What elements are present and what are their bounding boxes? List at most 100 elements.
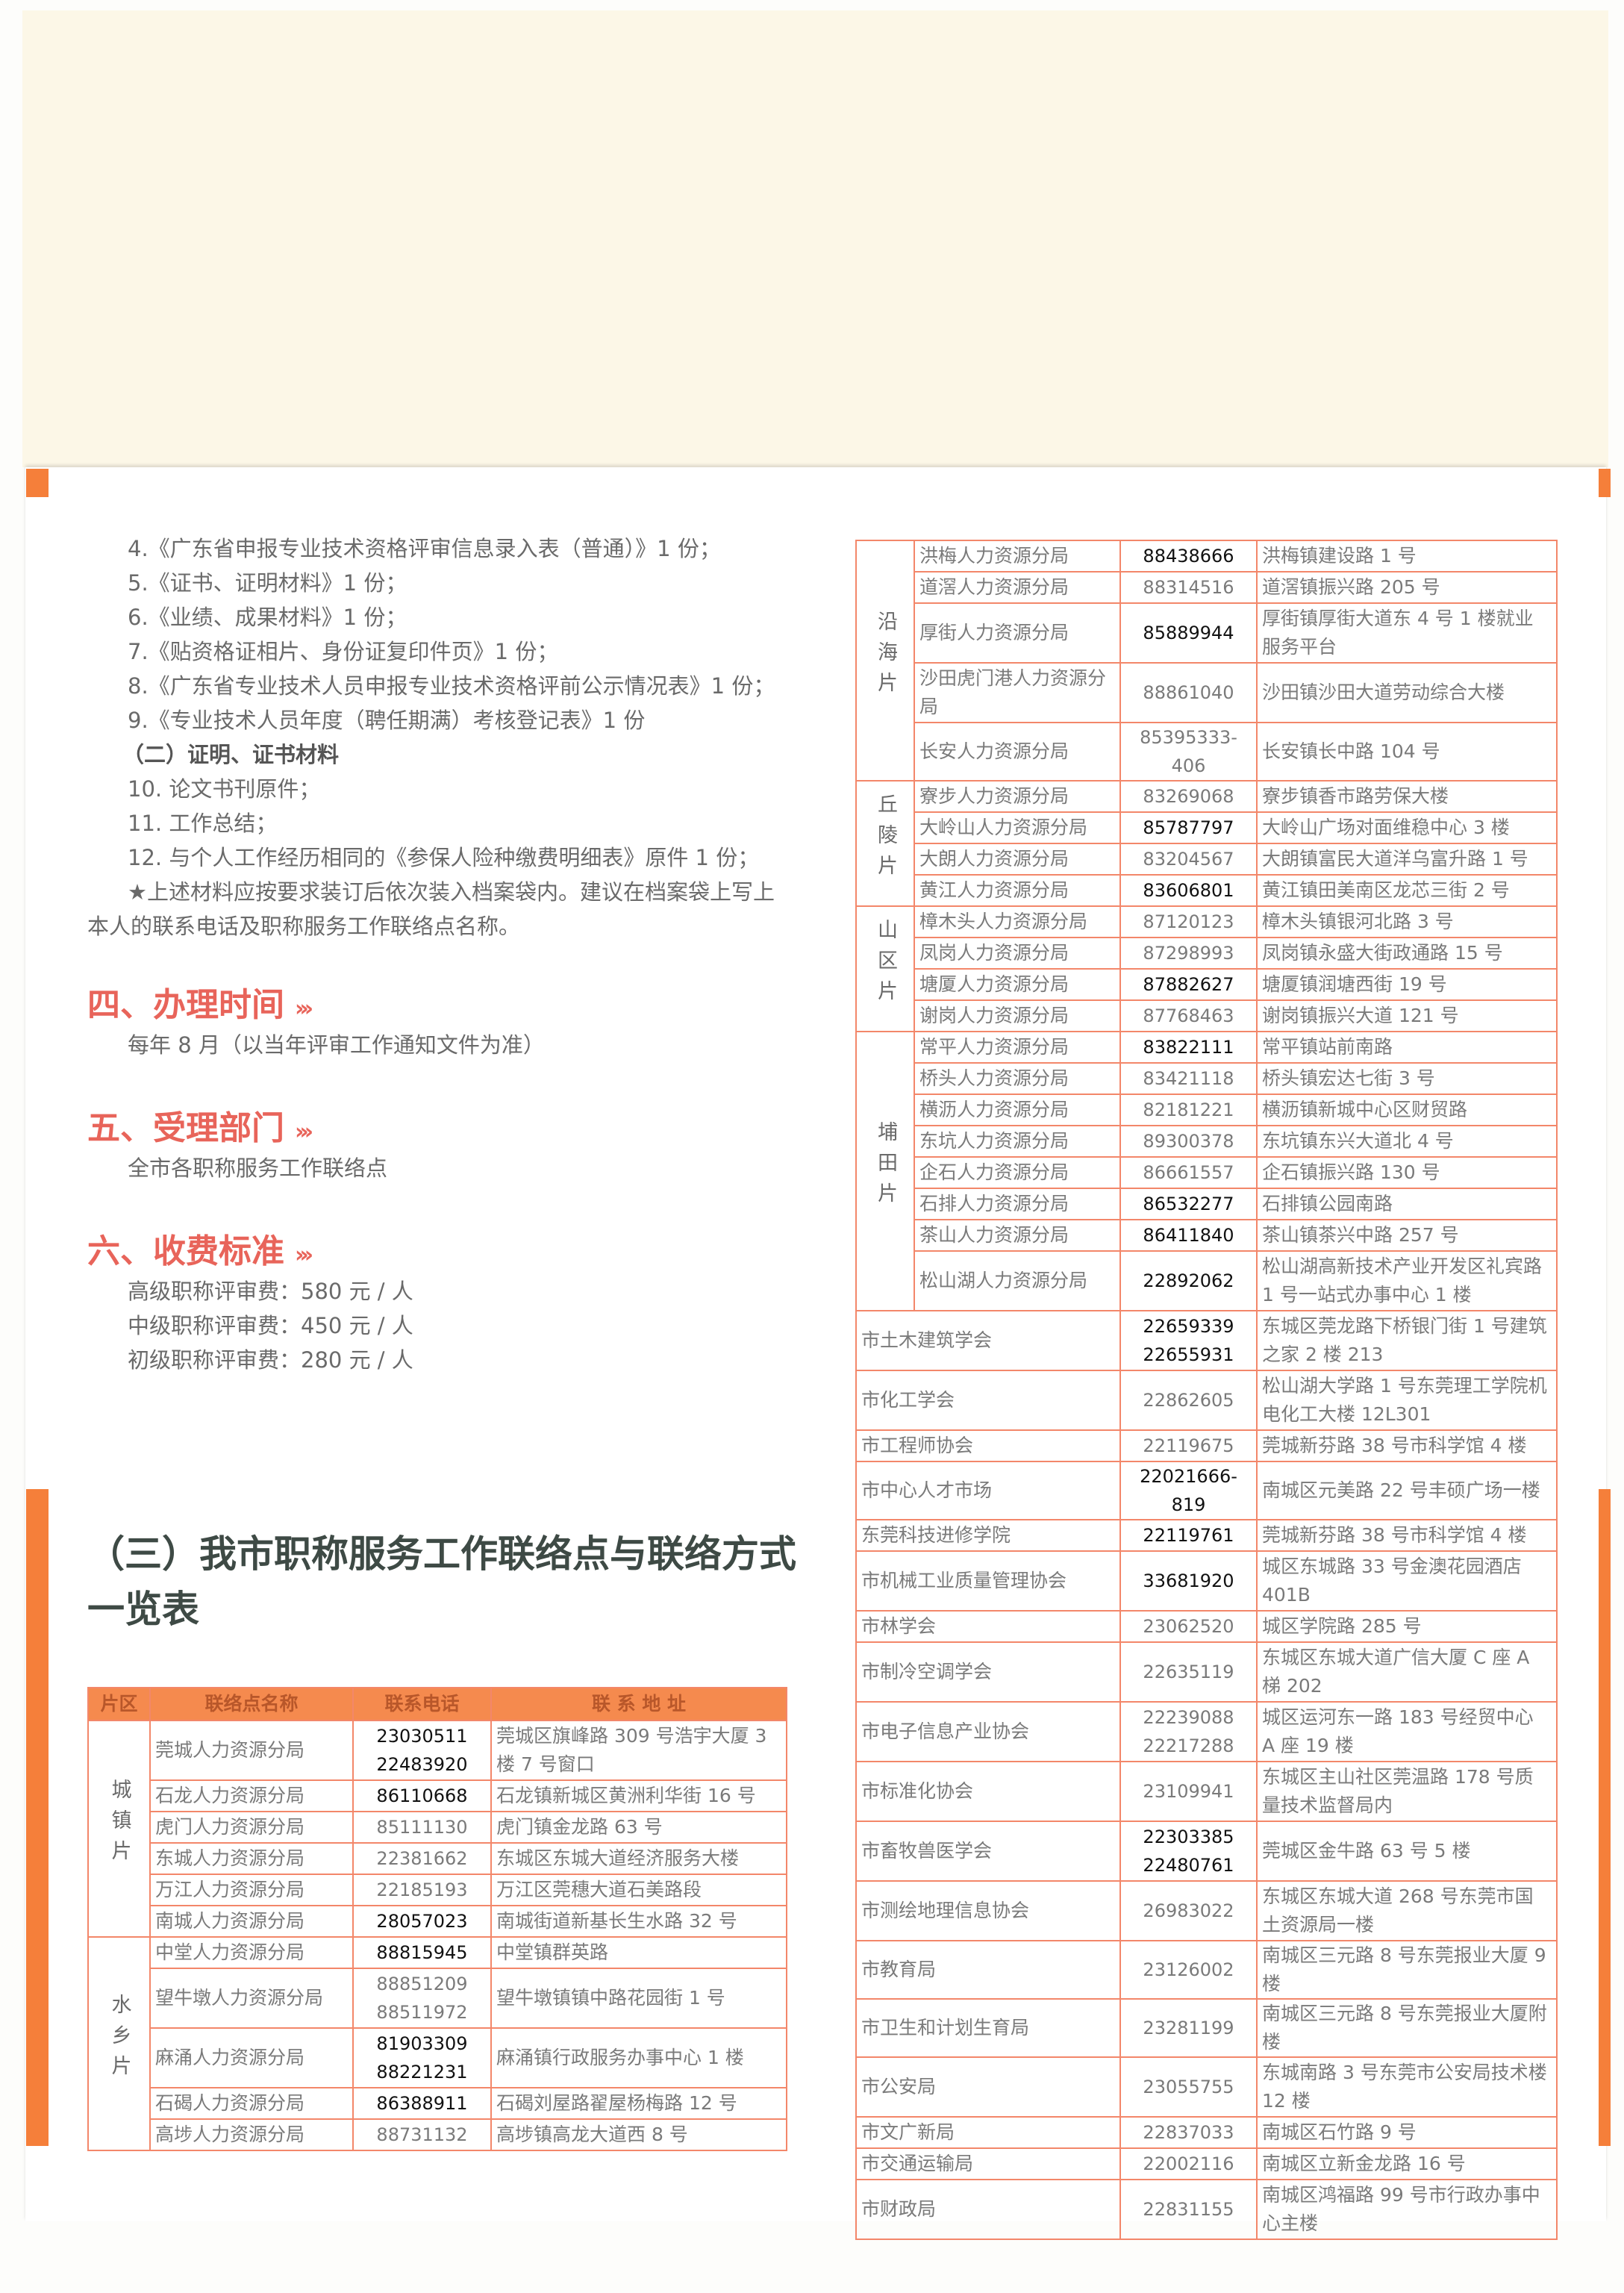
phone-number: 23109941 xyxy=(1143,1781,1234,1802)
phone-number: 86532277 xyxy=(1143,1194,1234,1214)
table-row: 黄江人力资源分局 83606801 黄江镇田美南区龙芯三街 2 号 xyxy=(856,874,1558,907)
phone-cell: 23281199 xyxy=(1119,1998,1258,2058)
phone-cell: 22862605 xyxy=(1119,1370,1258,1431)
name-cell: 东莞科技进修学院 xyxy=(855,1519,1121,1552)
phone-number: 22480761 xyxy=(1143,1855,1234,1876)
arrows-icon: ››› xyxy=(295,1242,313,1268)
phone-number: 23030511 xyxy=(376,1726,468,1747)
phone-number: 22892062 xyxy=(1143,1270,1234,1291)
phone-number: 88731132 xyxy=(376,2124,468,2145)
phone-cell: 87298993 xyxy=(1119,937,1258,970)
name-cell: 茶山人力资源分局 xyxy=(914,1219,1121,1252)
table-header-row: 片区 联络点名称 联系电话联 系 地 址 xyxy=(87,1687,787,1721)
material-item: 7.《贴资格证相片、身份证复印件页》1 份； xyxy=(128,639,559,664)
phone-number: 88815945 xyxy=(376,1942,468,1963)
name-cell: 横沥人力资源分局 xyxy=(914,1094,1121,1126)
phone-cell: 22659339 22655931 xyxy=(1119,1310,1258,1371)
address-cell: 洪梅镇建设路 1 号 xyxy=(1256,540,1558,573)
name-cell: 市财政局 xyxy=(855,2179,1121,2240)
name-cell: 市制冷空调学会 xyxy=(855,1641,1121,1703)
name-cell: 樟木头人力资源分局 xyxy=(914,905,1121,938)
table-row: 南城人力资源分局 28057023 南城街道新基长生水路 32 号 xyxy=(88,1905,787,1938)
address-cell: 长安镇长中路 104 号 xyxy=(1256,722,1558,782)
column-header: 联系电话 xyxy=(352,1687,492,1721)
zone-label: 丘陵片 xyxy=(874,793,897,885)
address-cell: 谢岗镇振兴大道 121 号 xyxy=(1256,999,1558,1032)
name-cell: 道滘人力资源分局 xyxy=(914,571,1121,604)
name-cell: 市中心人才市场 xyxy=(855,1461,1121,1520)
right-contact-table: 沿海片 洪梅人力资源分局 88438666 洪梅镇建设路 1 号道滘人力资源分局 883… xyxy=(855,540,1558,2240)
phone-number: 85889944 xyxy=(1143,623,1234,643)
material-item: 11. 工作总结； xyxy=(128,811,278,836)
table-row: 松山湖人力资源分局 22892062 松山湖高新技术产业开发区礼宾路 1 号一站式办… xyxy=(856,1250,1558,1311)
phone-cell: 86661557 xyxy=(1119,1156,1258,1189)
arrows-icon: ››› xyxy=(295,996,313,1022)
table-row: 石龙人力资源分局 86110668 石龙镇新城区黄洲利华街 16 号 xyxy=(88,1779,787,1812)
phone-number: 83269068 xyxy=(1143,786,1234,807)
section-heading: 五、受理部门 ››› xyxy=(87,1101,313,1149)
address-cell: 南城区立新金龙路 16 号 xyxy=(1256,2147,1558,2180)
name-cell: 谢岗人力资源分局 xyxy=(914,999,1121,1032)
table-row: 市公安局 23055755 东城南路 3 号东莞市公安局技术楼 12 楼 xyxy=(855,2056,1558,2118)
name-cell: 万江人力资源分局 xyxy=(149,1874,354,1906)
address-cell: 南城区元美路 22 号丰硕广场一楼 xyxy=(1256,1461,1558,1520)
section-heading: 四、办理时间 ››› xyxy=(87,978,313,1026)
section-title: 五、受理部门 xyxy=(87,1109,284,1147)
phone-number: 22185193 xyxy=(376,1879,468,1900)
phone-number: 23281199 xyxy=(1143,2018,1234,2038)
phone-cell: 22185193 xyxy=(352,1874,492,1906)
address-cell: 大岭山广场对面维稳中心 3 楼 xyxy=(1256,811,1558,844)
address-cell: 麻涌镇行政服务办事中心 1 楼 xyxy=(490,2027,787,2088)
phone-number: 86110668 xyxy=(376,1785,468,1806)
name-cell: 企石人力资源分局 xyxy=(914,1156,1121,1189)
phone-cell: 26983022 xyxy=(1119,1880,1258,1941)
section-title: 四、办理时间 xyxy=(87,986,284,1024)
accent-bar-right xyxy=(1599,1489,1611,2146)
table-row: 茶山人力资源分局 86411840 茶山镇茶兴中路 257 号 xyxy=(856,1219,1558,1252)
phone-number: 85111130 xyxy=(376,1817,468,1838)
phone-number: 85395333-406 xyxy=(1140,727,1237,776)
table-row: 谢岗人力资源分局 87768463 谢岗镇振兴大道 121 号 xyxy=(856,999,1558,1032)
name-cell: 市卫生和计划生育局 xyxy=(855,1998,1121,2058)
phone-cell: 88851209 88511972 xyxy=(352,1968,492,2029)
address-cell: 横沥镇新城中心区财贸路 xyxy=(1256,1094,1558,1126)
phone-cell: 28057023 xyxy=(352,1905,492,1938)
name-cell: 东城人力资源分局 xyxy=(149,1842,354,1875)
phone-number: 22021666-819 xyxy=(1140,1466,1237,1515)
phone-cell: 88731132 xyxy=(352,2118,492,2151)
column-header: 片区 xyxy=(87,1687,151,1721)
address-cell: 南城街道新基长生水路 32 号 xyxy=(490,1905,787,1938)
table-row: 沙田虎门港人力资源分局 88861040 沙田镇沙田大道劳动综合大楼 xyxy=(856,662,1558,723)
name-cell: 黄江人力资源分局 xyxy=(914,874,1121,907)
address-cell: 城区运河东一路 183 号经贸中心 A 座 19 楼 xyxy=(1256,1701,1558,1762)
section-text: 初级职称评审费：280 元 / 人 xyxy=(128,1347,413,1373)
phone-number: 85787797 xyxy=(1143,817,1234,838)
name-cell: 市工程师协会 xyxy=(855,1429,1121,1462)
table-row: 市财政局 22831155 南城区鸿福路 99 号市行政办事中心主楼 xyxy=(855,2179,1558,2240)
table-row: 塘厦人力资源分局 87882627 塘厦镇润塘西街 19 号 xyxy=(856,968,1558,1001)
address-cell: 东城区东城大道经济服务大楼 xyxy=(490,1842,787,1875)
phone-number: 87298993 xyxy=(1143,943,1234,964)
phone-number: 82181221 xyxy=(1143,1099,1234,1120)
phone-cell: 22119675 xyxy=(1119,1429,1258,1462)
name-cell: 石排人力资源分局 xyxy=(914,1188,1121,1220)
phone-number: 22483920 xyxy=(376,1754,468,1775)
phone-cell: 83606801 xyxy=(1119,874,1258,907)
phone-number: 88221231 xyxy=(376,2062,468,2083)
phone-number: 81903309 xyxy=(376,2033,468,2054)
table-row: 石碣人力资源分局 86388911 石碣刘屋路翟屋杨梅路 12 号 xyxy=(88,2087,787,2120)
address-cell: 东城区莞龙路下桥银门街 1 号建筑之家 2 楼 213 xyxy=(1256,1310,1558,1371)
phone-number: 26983022 xyxy=(1143,1900,1234,1921)
phone-number: 22635119 xyxy=(1143,1662,1234,1682)
phone-cell: 87882627 xyxy=(1119,968,1258,1001)
material-item: 4.《广东省申报专业技术资格评审信息录入表（普通）》1 份； xyxy=(128,536,721,561)
phone-cell: 23062520 xyxy=(1119,1610,1258,1643)
phone-number: 86411840 xyxy=(1143,1225,1234,1246)
phone-cell: 22381662 xyxy=(352,1842,492,1875)
phone-number: 23055755 xyxy=(1143,2077,1234,2097)
name-cell: 虎门人力资源分局 xyxy=(149,1811,354,1844)
table-row: 市土木建筑学会 22659339 22655931 东城区莞龙路下桥银门街 1 号建筑… xyxy=(855,1310,1558,1371)
name-cell: 中堂人力资源分局 xyxy=(149,1936,354,1969)
name-cell: 寮步人力资源分局 xyxy=(914,780,1121,813)
table-row: 横沥人力资源分局 82181221 横沥镇新城中心区财贸路 xyxy=(856,1094,1558,1126)
